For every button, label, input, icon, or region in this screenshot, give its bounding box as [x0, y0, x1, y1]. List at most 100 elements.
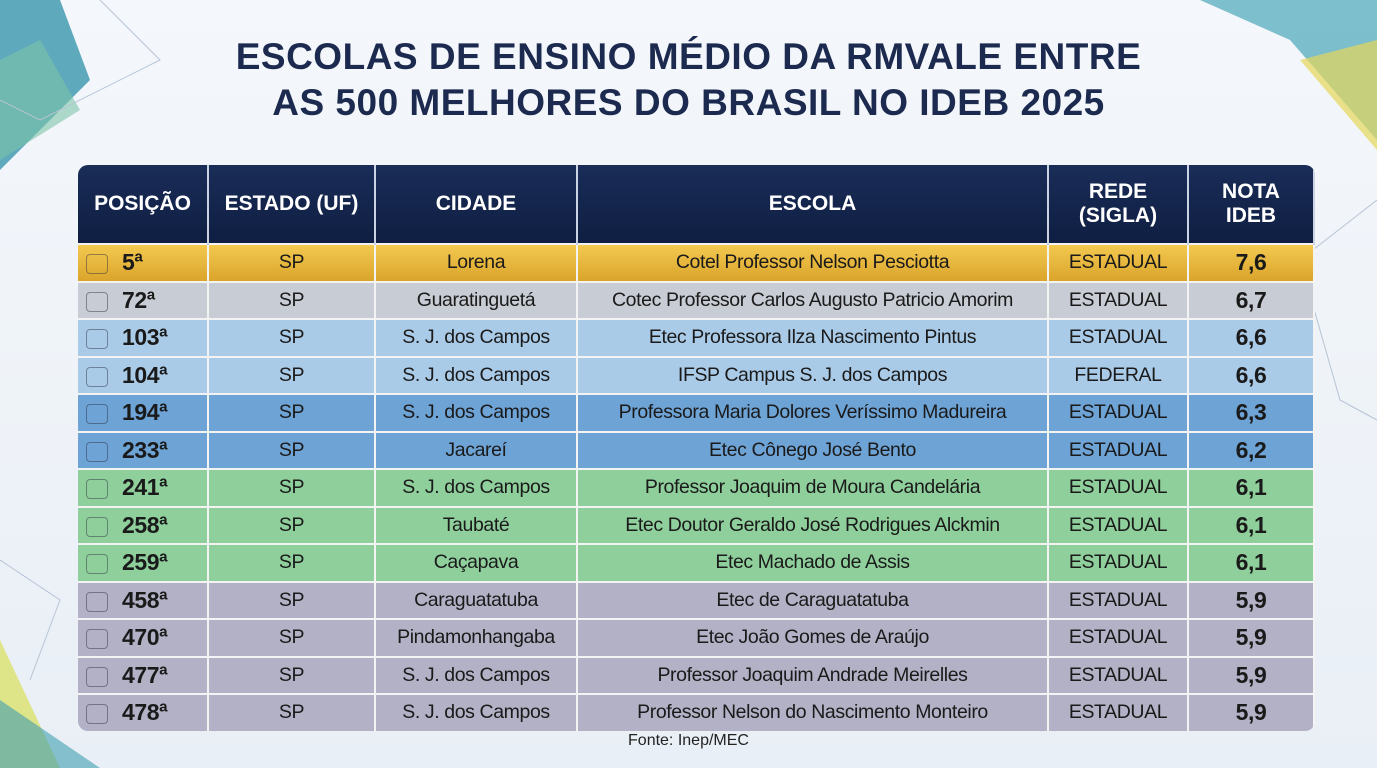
table-cell: Professora Maria Dolores Veríssimo Madur… [577, 393, 1049, 432]
table-cell: SP [208, 468, 376, 507]
table-cell: 258ª [78, 505, 209, 544]
row-icon [86, 516, 108, 537]
table-cell: 470ª [78, 618, 209, 657]
rank: 241ª [122, 474, 168, 501]
table-cell: Etec de Caraguatatuba [577, 580, 1049, 619]
row-icon [86, 329, 108, 350]
table-cell: ESTADUAL [1048, 693, 1189, 731]
table-cell: Guaratinguetá [375, 280, 578, 319]
table-cell: Etec João Gomes de Araújo [577, 618, 1049, 657]
rank: 5ª [122, 249, 143, 276]
table-row: 104ª SP S. J. dos Campos IFSP Campus S. J. … [78, 355, 1315, 394]
table-row: 478ª SP S. J. dos Campos Professor Nelson d… [78, 693, 1315, 731]
table-cell: S. J. dos Campos [375, 468, 578, 507]
row-icon [86, 591, 108, 612]
row-icon [86, 479, 108, 500]
table-cell: ESTADUAL [1048, 580, 1189, 619]
table-cell: Caraguatatuba [375, 580, 578, 619]
table-cell: 5,9 [1188, 693, 1315, 731]
table-cell: 233ª [78, 430, 209, 469]
table-cell: 5,9 [1188, 580, 1315, 619]
column-header: ESCOLA [577, 165, 1049, 244]
table-cell: 103ª [78, 318, 209, 357]
row-icon [86, 291, 108, 312]
table-cell: Professor Joaquim Andrade Meirelles [577, 655, 1049, 694]
table-cell: S. J. dos Campos [375, 318, 578, 357]
table-cell: Taubaté [375, 505, 578, 544]
table-cell: 104ª [78, 355, 209, 394]
table-cell: ESTADUAL [1048, 318, 1189, 357]
table-cell: Professor Nelson do Nascimento Monteiro [577, 693, 1049, 731]
rank: 258ª [122, 511, 168, 538]
table-cell: 477ª [78, 655, 209, 694]
column-header: POSIÇÃO [78, 165, 209, 244]
table-cell: IFSP Campus S. J. dos Campos [577, 355, 1049, 394]
table-row: 103ª SP S. J. dos Campos Etec Professora Il… [78, 318, 1315, 357]
header-line: CIDADE [435, 192, 517, 215]
table-cell: 5,9 [1188, 618, 1315, 657]
table-cell: SP [208, 693, 376, 731]
table-cell: ESTADUAL [1048, 430, 1189, 469]
table-cell: 72ª [78, 280, 209, 319]
rank: 259ª [122, 549, 168, 576]
header-row: POSIÇÃO ESTADO (UF) CIDADE ESCOLA REDE (SIGLA… [78, 165, 1315, 244]
column-header: ESTADO (UF) [208, 165, 376, 244]
ranking-table: POSIÇÃO ESTADO (UF) CIDADE ESCOLA REDE (SIGLA… [78, 165, 1315, 731]
table-cell: Cotel Professor Nelson Pesciotta [577, 243, 1049, 282]
table-cell: SP [208, 393, 376, 432]
table-cell: S. J. dos Campos [375, 355, 578, 394]
table-cell: 6,7 [1188, 280, 1315, 319]
table-cell: 259ª [78, 543, 209, 582]
table-cell: Etec Machado de Assis [577, 543, 1049, 582]
table-cell: SP [208, 580, 376, 619]
table-cell: 7,6 [1188, 243, 1315, 282]
title-line: ESCOLAS DE ENSINO MÉDIO DA RMVALE ENTRE [235, 36, 1142, 77]
header-line: POSIÇÃO [94, 192, 191, 215]
table-cell: SP [208, 543, 376, 582]
table-cell: Etec Cônego José Bento [577, 430, 1049, 469]
rank: 103ª [122, 324, 168, 351]
table-cell: ESTADUAL [1048, 243, 1189, 282]
table-row: 72ª SP Guaratinguetá Cotec Professor Carlos… [78, 280, 1315, 319]
table-row: 458ª SP Caraguatatuba Etec de Caraguatatuba… [78, 580, 1315, 619]
table-row: 241ª SP S. J. dos Campos Professor Joaquim … [78, 468, 1315, 507]
row-icon [86, 704, 108, 725]
table-cell: 6,3 [1188, 393, 1315, 432]
header-line: REDE [1088, 180, 1148, 203]
table-cell: 5,9 [1188, 655, 1315, 694]
table-cell: ESTADUAL [1048, 543, 1189, 582]
table-row: 470ª SP Pindamonhangaba Etec João Gomes de … [78, 618, 1315, 657]
header-line: (SIGLA) [1078, 204, 1158, 227]
table-body: 5ª SP Lorena Cotel Professor Nelson Pesciot… [78, 243, 1315, 731]
table-cell: Etec Professora Ilza Nascimento Pintus [577, 318, 1049, 357]
table-row: 5ª SP Lorena Cotel Professor Nelson Pesciot… [78, 243, 1315, 282]
table-cell: SP [208, 655, 376, 694]
row-icon [86, 366, 108, 387]
table-cell: SP [208, 280, 376, 319]
table-cell: ESTADUAL [1048, 618, 1189, 657]
row-icon [86, 554, 108, 575]
table-cell: SP [208, 318, 376, 357]
column-header: CIDADE [375, 165, 578, 244]
table-cell: 458ª [78, 580, 209, 619]
row-icon [86, 666, 108, 687]
table-cell: ESTADUAL [1048, 655, 1189, 694]
header-line: ESTADO (UF) [224, 192, 359, 215]
table-cell: SP [208, 505, 376, 544]
table-cell: Professor Joaquim de Moura Candelária [577, 468, 1049, 507]
rank: 233ª [122, 436, 168, 463]
table-row: 258ª SP Taubaté Etec Doutor Geraldo José Ro… [78, 505, 1315, 544]
rank: 104ª [122, 361, 168, 388]
row-icon [86, 629, 108, 650]
table-cell: ESTADUAL [1048, 280, 1189, 319]
table-cell: SP [208, 430, 376, 469]
column-header: REDE (SIGLA) [1048, 165, 1189, 244]
table-cell: Jacareí [375, 430, 578, 469]
table-cell: 6,2 [1188, 430, 1315, 469]
rank: 458ª [122, 586, 168, 613]
table-cell: S. J. dos Campos [375, 655, 578, 694]
table-row: 233ª SP Jacareí Etec Cônego José Bento ESTAD… [78, 430, 1315, 469]
header-line: NOTA [1222, 180, 1280, 203]
